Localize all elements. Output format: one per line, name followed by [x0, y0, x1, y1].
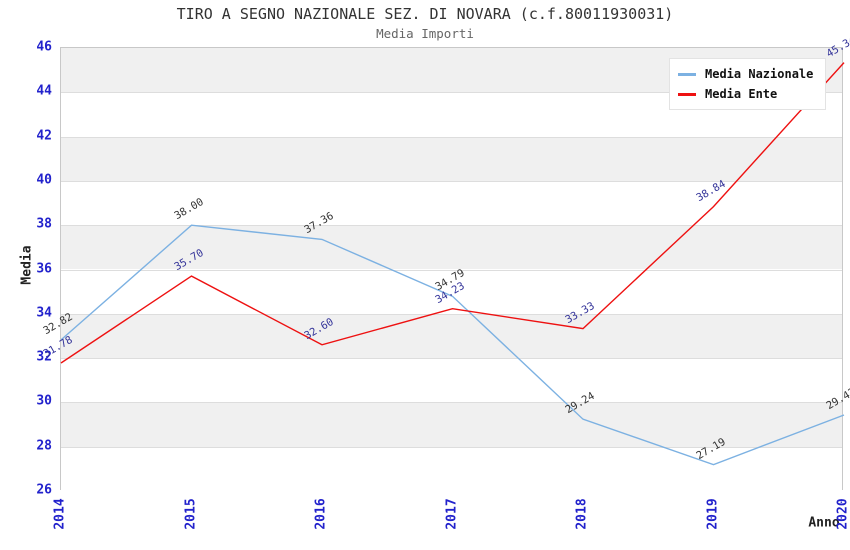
gridline	[61, 402, 842, 404]
y-tick-label: 32	[36, 349, 52, 365]
x-tick-label: 2018	[574, 498, 590, 530]
y-tick-label: 34	[36, 305, 52, 321]
x-tick-label: 2019	[705, 498, 720, 530]
y-tick-label: 30	[36, 393, 52, 409]
y-tick-label: 26	[36, 482, 52, 498]
plot-area: 32.82 38.00 37.36 34.79 29.24 27.19 29.43 31.78…	[41, 34, 850, 491]
x-tick-label: 2015	[183, 498, 198, 530]
plot-band	[61, 136, 842, 181]
legend-item: Media Nazionale	[678, 64, 813, 84]
plot-band	[61, 180, 842, 226]
y-tick-label: 46	[36, 39, 52, 55]
legend-label: Media Ente	[705, 87, 778, 101]
gridline	[61, 269, 842, 271]
legend-swatch	[678, 92, 696, 96]
x-tick-label: 2017	[444, 498, 459, 530]
y-tick-label: 42	[36, 128, 52, 144]
x-axis-ticks: 2014 2015 2016 2017 2018 2019 2020	[53, 490, 850, 550]
x-tick-label: 2020	[835, 498, 850, 530]
gridline	[61, 446, 842, 448]
legend-item: Media Ente	[678, 84, 813, 104]
plot-band	[61, 225, 842, 270]
legend-swatch	[678, 72, 696, 76]
gridline	[61, 180, 842, 182]
gridline	[61, 313, 842, 315]
y-tick-label: 28	[36, 438, 52, 454]
series-line-0	[60, 224, 845, 466]
x-tick-label: 2014	[52, 498, 68, 530]
plot-band	[61, 402, 842, 447]
line-series-svg	[60, 62, 845, 466]
gridline	[61, 358, 842, 360]
y-axis-ticks: 26 28 30 32 34 36 38 40 42 44 46	[0, 40, 52, 498]
x-axis-title: Anno	[808, 515, 840, 531]
plot-band	[61, 446, 842, 491]
chart-subtitle: Media Importi	[376, 26, 474, 41]
y-tick-label: 40	[36, 172, 52, 188]
legend-label: Media Nazionale	[705, 67, 814, 81]
plot-band	[61, 358, 842, 403]
y-tick-label: 36	[36, 261, 52, 276]
series-line-1	[60, 62, 845, 364]
gridline	[61, 136, 842, 138]
y-tick-label: 44	[36, 83, 52, 99]
gridline	[61, 225, 842, 227]
plot-band	[61, 313, 842, 359]
y-tick-label: 38	[36, 216, 52, 232]
gridline	[61, 92, 842, 94]
x-tick-label: 2016	[313, 498, 329, 530]
chart-title: TIRO A SEGNO NAZIONALE SEZ. DI NOVARA (c…	[176, 5, 674, 23]
legend: Media Nazionale Media Ente	[669, 58, 827, 110]
